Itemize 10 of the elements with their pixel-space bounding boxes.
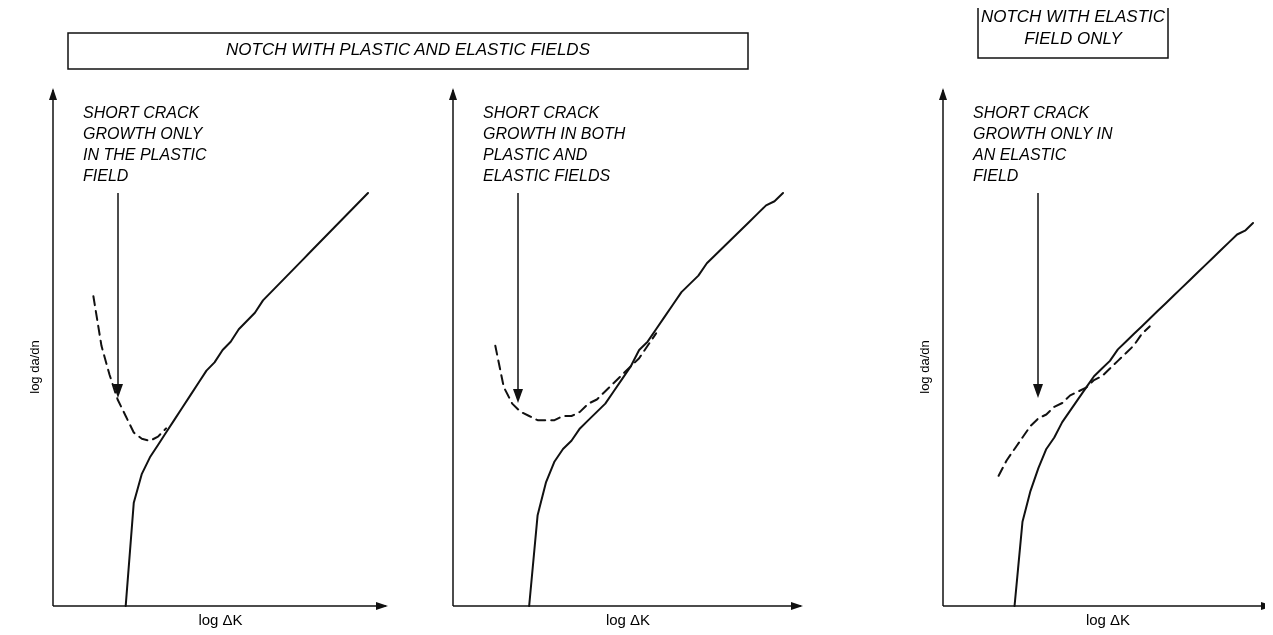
x-axis-title: log ΔK bbox=[605, 611, 651, 628]
x-axis-title: log ΔK bbox=[1085, 611, 1131, 628]
text: SHORT CRACK GROWTH IN BOTH PLASTIC AND ELASTIC FIELDS bbox=[483, 104, 626, 184]
chart-title: NOTCH WITH ELASTIC FIELD ONLY bbox=[980, 7, 1166, 48]
y-axis-title: log da/dn bbox=[917, 340, 932, 394]
chart-title: NOTCH WITH PLASTIC AND ELASTIC FIELDS bbox=[226, 40, 591, 59]
y-axis-title: log da/dn bbox=[27, 340, 42, 394]
text: SHORT CRACK GROWTH ONLY IN THE PLASTIC FIELD bbox=[83, 104, 208, 184]
text: SHORT CRACK GROWTH ONLY IN AN ELASTIC FIELD bbox=[972, 104, 1114, 184]
x-axis-title: log ΔK bbox=[198, 611, 243, 628]
